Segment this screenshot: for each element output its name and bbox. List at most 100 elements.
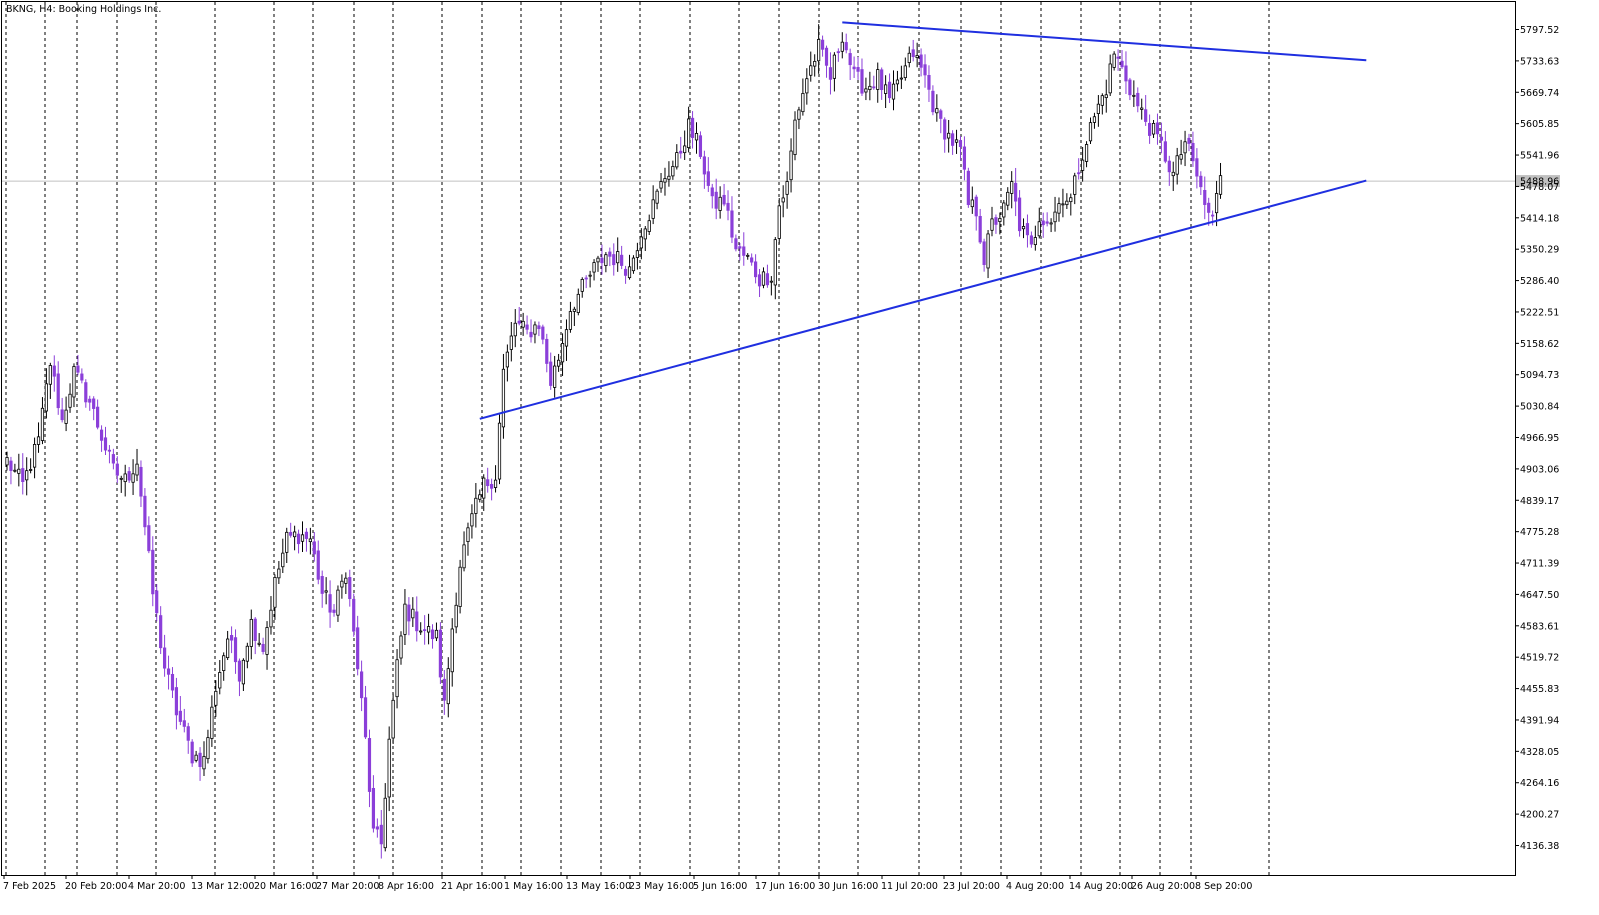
candle [99, 425, 104, 452]
candle [1203, 176, 1207, 220]
candle [186, 722, 190, 754]
candle [1211, 210, 1215, 226]
candle-body [1112, 53, 1116, 68]
candle-body [332, 609, 336, 613]
candle-body [1029, 235, 1033, 245]
candle [982, 238, 986, 272]
candle-body [60, 409, 64, 421]
candle [911, 39, 915, 62]
candle [694, 122, 699, 154]
candle [1025, 214, 1030, 248]
candle-body [308, 538, 312, 543]
candle-body [68, 393, 72, 408]
candle-body [159, 615, 163, 649]
candle [777, 198, 781, 244]
candle-body [269, 609, 273, 628]
candle [954, 129, 959, 154]
candle-body [750, 257, 754, 263]
candle [88, 395, 92, 411]
candle-body [951, 133, 955, 146]
y-tick-label: 5669.74 [1520, 88, 1559, 99]
x-tick-label: 4 Aug 20:00 [1006, 881, 1064, 892]
candle [1033, 225, 1037, 251]
candle [564, 319, 569, 361]
candle [978, 208, 982, 245]
candle-body [1069, 197, 1073, 203]
candle-body [596, 257, 600, 263]
candle [990, 206, 994, 237]
candle-body [1088, 122, 1093, 142]
x-tick-label: 4 Mar 20:00 [128, 881, 185, 892]
y-tick-label: 5350.29 [1520, 245, 1559, 256]
candle-body [379, 824, 383, 845]
y-tick-label: 4775.28 [1520, 527, 1559, 538]
candle [391, 693, 395, 744]
candle-body [415, 611, 419, 632]
candle [1069, 193, 1073, 216]
candle-body [564, 329, 569, 347]
candle [1061, 188, 1065, 218]
candle-body [64, 409, 68, 424]
candle [1096, 95, 1100, 127]
candle-body [769, 280, 773, 283]
candle [214, 680, 218, 717]
trendline-resistance[interactable] [842, 21, 1367, 62]
candle-body [493, 479, 498, 488]
candle-body [399, 635, 403, 659]
candle [860, 58, 864, 96]
candle-body [557, 359, 561, 367]
candle-body [891, 83, 896, 100]
y-tick-label: 5414.18 [1520, 213, 1559, 224]
candle-body [1191, 142, 1195, 162]
candle-body [359, 671, 364, 699]
y-tick-label: 4583.61 [1520, 621, 1559, 632]
candle [647, 214, 651, 235]
candle-body [1179, 154, 1183, 160]
candle-body [222, 655, 226, 671]
candle [229, 626, 234, 654]
candle [998, 212, 1002, 235]
candle [375, 818, 379, 838]
candle-body [1203, 190, 1207, 205]
candle [296, 529, 301, 554]
candle-body [1084, 144, 1089, 162]
candle [588, 270, 592, 288]
y-tick-label: 5222.51 [1520, 307, 1559, 318]
candle-body [352, 598, 356, 632]
candle-body [836, 51, 840, 54]
candle-body [568, 311, 573, 330]
candle [769, 276, 773, 296]
candle-body [580, 279, 584, 292]
candle [1100, 93, 1104, 115]
candle [1084, 141, 1089, 168]
candle-body [407, 604, 411, 622]
candle [1199, 171, 1203, 195]
candle-body [135, 463, 139, 476]
candle [616, 237, 620, 272]
candle [328, 580, 332, 628]
candle-body [497, 422, 502, 480]
candle [226, 630, 230, 661]
candle [68, 383, 72, 413]
candle [202, 741, 206, 777]
candle-body [1073, 175, 1077, 195]
candle [415, 596, 419, 642]
candle-body [690, 117, 695, 138]
candle-body [970, 199, 974, 208]
candle-body [1159, 136, 1164, 141]
candle-body [76, 365, 80, 373]
candle [509, 321, 513, 362]
candle-body [25, 470, 29, 481]
trendline-support[interactable] [479, 179, 1367, 420]
candle [64, 396, 68, 432]
candle [947, 120, 951, 153]
candle [434, 622, 439, 642]
candle [155, 583, 159, 622]
candle [773, 237, 777, 300]
candle-body [430, 629, 435, 640]
candle-body [620, 254, 624, 266]
candle-body [375, 826, 379, 830]
trendlines[interactable] [479, 21, 1367, 420]
candle [805, 68, 809, 105]
